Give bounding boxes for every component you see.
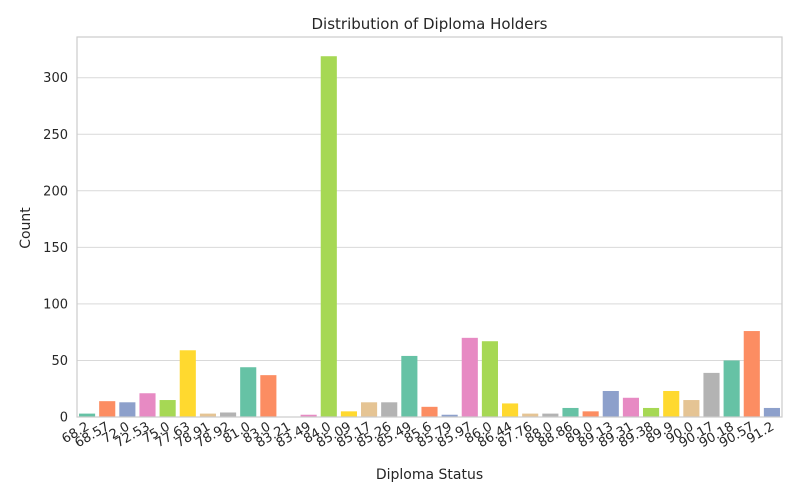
bar xyxy=(441,414,458,417)
bar xyxy=(220,412,237,417)
x-axis-label: Diploma Status xyxy=(376,467,483,483)
bar xyxy=(179,350,196,417)
bar xyxy=(763,407,780,417)
bar xyxy=(622,397,639,417)
bar xyxy=(361,402,378,417)
y-tick-label: 250 xyxy=(43,128,68,143)
bar xyxy=(582,411,599,417)
bar xyxy=(522,413,539,417)
bar xyxy=(119,402,136,417)
bar xyxy=(99,401,116,417)
bar xyxy=(300,414,317,417)
y-tick-label: 150 xyxy=(43,241,68,256)
bar xyxy=(320,56,337,417)
bar xyxy=(743,331,760,417)
y-tick-label: 0 xyxy=(60,411,68,426)
bar xyxy=(381,402,398,417)
bar xyxy=(401,355,418,417)
y-axis-label: Count xyxy=(18,207,34,249)
bar xyxy=(159,400,176,417)
bar xyxy=(139,393,156,417)
bar xyxy=(260,375,277,417)
y-tick-label: 100 xyxy=(43,297,68,312)
bar xyxy=(502,403,519,417)
bar xyxy=(240,367,257,417)
bar xyxy=(703,372,720,417)
y-tick-label: 50 xyxy=(51,354,68,369)
bar xyxy=(461,337,478,417)
bar xyxy=(562,407,579,417)
plot-frame xyxy=(76,36,783,418)
bar xyxy=(643,407,660,417)
bar xyxy=(199,413,216,417)
bar xyxy=(79,413,96,417)
y-tick-label: 200 xyxy=(43,184,68,199)
bar xyxy=(542,413,559,417)
y-tick-label: 300 xyxy=(43,71,68,86)
bar xyxy=(683,400,700,417)
bar xyxy=(481,341,498,417)
bar xyxy=(663,390,680,417)
chart-title: Distribution of Diploma Holders xyxy=(311,15,547,33)
bar xyxy=(421,406,438,417)
x-ticks: 68.268.5772.072.5375.077.6378.9178.9281.… xyxy=(59,419,776,451)
bar xyxy=(723,360,740,417)
y-ticks: 0 50 100 150 200 250 300 xyxy=(43,71,68,425)
bar xyxy=(340,411,357,417)
bar xyxy=(602,390,619,417)
bars xyxy=(79,56,780,417)
